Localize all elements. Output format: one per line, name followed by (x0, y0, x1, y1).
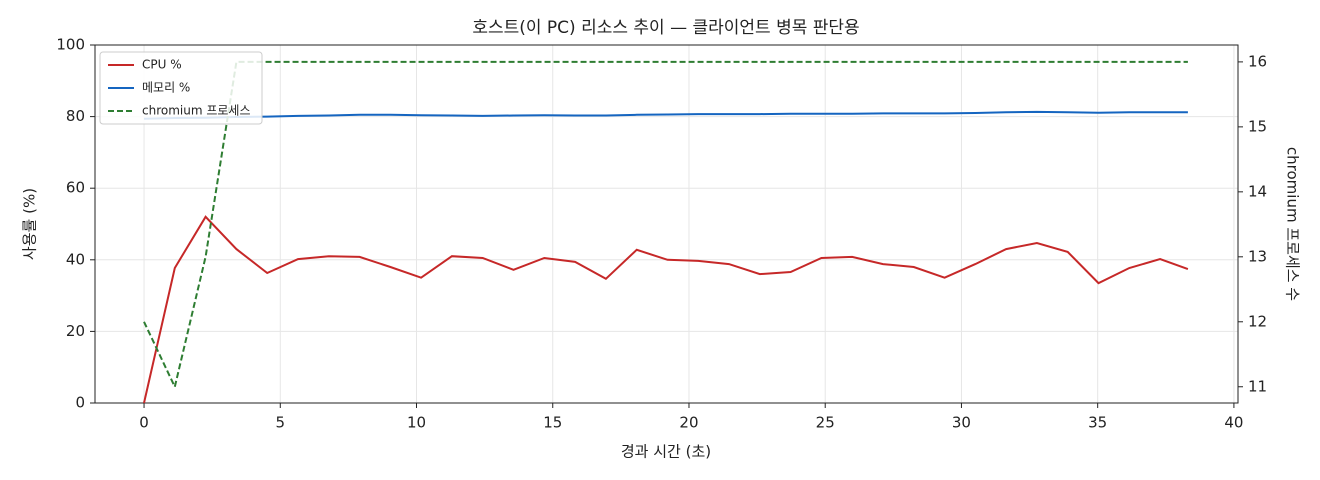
y-tick-label: 60 (66, 179, 85, 197)
x-tick-label: 20 (679, 414, 698, 432)
x-tick-label: 40 (1224, 414, 1243, 432)
legend: CPU % 메모리 % chromium 프로세스 (99, 51, 263, 125)
x-tick-label: 35 (1088, 414, 1107, 432)
legend-label: 메모리 % (142, 81, 190, 95)
y-tick-label: 0 (75, 394, 85, 412)
series-line (143, 215, 1189, 404)
y2-tick-label: 16 (1248, 52, 1267, 70)
y-tick-label: 100 (56, 36, 85, 54)
x-tick-label: 25 (816, 414, 835, 432)
x-axis-label: 경과 시간 (초) (621, 443, 711, 461)
series-line (143, 110, 1188, 120)
y-tick-label: 40 (66, 250, 85, 268)
y2-tick-label: 15 (1248, 117, 1267, 135)
x-tick-label: 30 (952, 414, 971, 432)
y-axis-label: 사용률 (%) (21, 188, 39, 260)
legend-label: chromium 프로세스 (142, 104, 251, 118)
y2-tick-label: 14 (1248, 182, 1267, 200)
legend-box (99, 51, 263, 125)
y2-tick-label: 12 (1248, 312, 1267, 330)
legend-label: CPU % (142, 58, 182, 72)
x-tick-label: 0 (139, 414, 149, 432)
y-tick-label: 80 (66, 107, 85, 125)
plot-frame (94, 44, 1239, 404)
chart-title: 호스트(이 PC) 리소스 추이 — 클라이언트 병목 판단용 (472, 18, 859, 38)
y2-tick-label: 13 (1248, 247, 1267, 265)
y2-axis-label: chromium 프로세스 수 (1284, 147, 1302, 301)
x-tick-label: 15 (543, 414, 562, 432)
y-tick-label: 20 (66, 322, 85, 340)
series-line (143, 60, 1188, 390)
x-tick-label: 10 (407, 414, 426, 432)
x-tick-label: 5 (276, 414, 286, 432)
y2-tick-label: 11 (1248, 377, 1267, 395)
